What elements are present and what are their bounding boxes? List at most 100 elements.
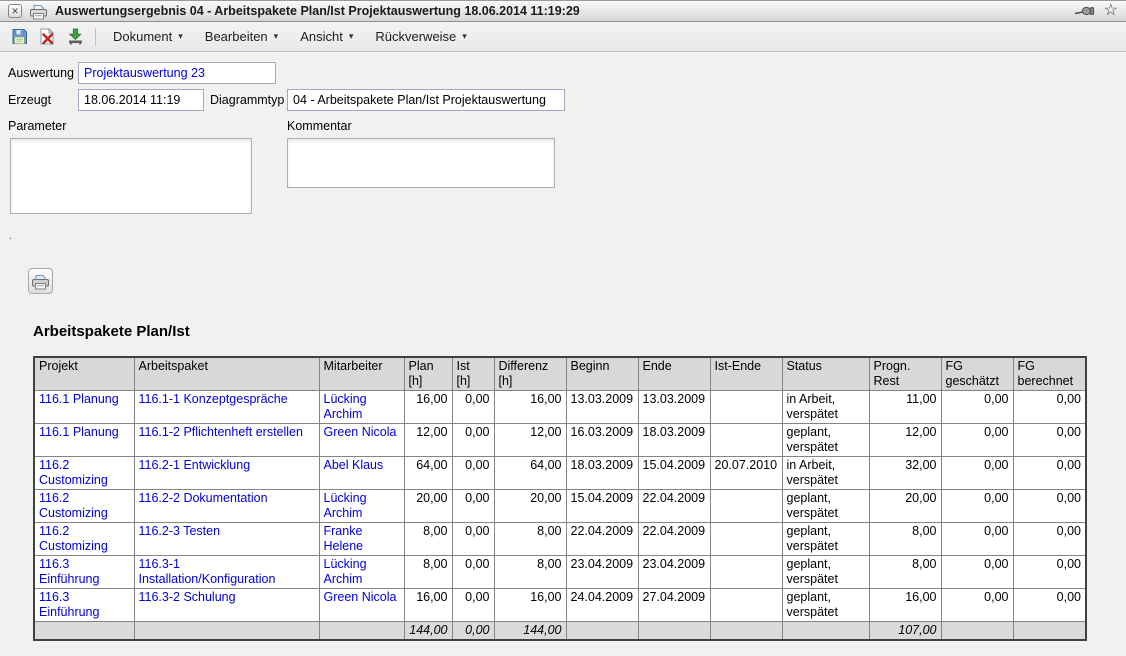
cell-arbeitspaket[interactable]: 116.2-2 Dokumentation <box>133 489 320 523</box>
cell-status: geplant, verspätet <box>781 555 870 589</box>
cell-ist: 0,00 <box>451 555 495 589</box>
cell-ende: 22.04.2009 <box>637 522 711 556</box>
stray-dot: . <box>9 230 13 242</box>
menu-rueckverweise[interactable]: Rückverweise ▾ <box>365 25 476 48</box>
menu-dokument[interactable]: Dokument ▾ <box>103 25 193 48</box>
column-header-plan: Plan [h] <box>403 356 453 391</box>
export-download-icon <box>68 28 82 45</box>
chevron-down-icon: ▾ <box>348 31 354 41</box>
cell-ende: 22.04.2009 <box>637 489 711 523</box>
cell-mitarbeiter[interactable]: Abel Klaus <box>318 456 405 490</box>
column-header-ende: Ende <box>637 356 711 391</box>
cell-fg-berechnet: 0,00 <box>1012 489 1087 523</box>
column-header-arbeitspaket: Arbeitspaket <box>133 356 320 391</box>
cell-ist: 0,00 <box>451 489 495 523</box>
table-header: Projekt Arbeitspaket Mitarbeiter Plan [h… <box>33 356 1087 391</box>
totals-fg-berechnet <box>1012 621 1087 641</box>
printer-icon <box>30 4 47 19</box>
pin-icon[interactable] <box>1074 5 1096 18</box>
cell-arbeitspaket[interactable]: 116.2-3 Testen <box>133 522 320 556</box>
diagrammtyp-field[interactable]: 04 - Arbeitspakete Plan/Ist Projektauswe… <box>287 89 565 111</box>
cell-ist-ende <box>709 489 783 523</box>
cell-mitarbeiter[interactable]: Franke Helene <box>318 522 405 556</box>
cell-arbeitspaket[interactable]: 116.1-1 Konzeptgespräche <box>133 390 320 424</box>
kommentar-label: Kommentar <box>287 119 352 133</box>
cell-projekt[interactable]: 116.1 Planung <box>33 390 135 424</box>
column-header-differenz: Differenz [h] <box>493 356 567 391</box>
cell-arbeitspaket[interactable]: 116.2-1 Entwicklung <box>133 456 320 490</box>
cell-differenz: 12,00 <box>493 423 567 457</box>
column-header-projekt: Projekt <box>33 356 135 391</box>
cell-status: geplant, verspätet <box>781 489 870 523</box>
cell-fg-geschaetzt: 0,00 <box>940 423 1014 457</box>
cell-mitarbeiter[interactable]: Lücking Archim <box>318 489 405 523</box>
report-table: Projekt Arbeitspaket Mitarbeiter Plan [h… <box>33 356 1087 641</box>
totals-progn-rest: 107,00 <box>868 621 942 641</box>
column-header-status: Status <box>781 356 870 391</box>
table-row: 116.3 Einführung 116.3-2 Schulung Green Ni… <box>33 588 1087 622</box>
table-row: 116.2 Customizing 116.2-1 Entwicklung Abel… <box>33 456 1087 490</box>
favorite-star-icon[interactable]: ☆ <box>1103 2 1118 19</box>
cell-fg-berechnet: 0,00 <box>1012 423 1087 457</box>
titlebar-print-button[interactable] <box>29 3 48 20</box>
kommentar-textarea[interactable] <box>287 138 555 188</box>
cell-projekt[interactable]: 116.2 Customizing <box>33 522 135 556</box>
cell-arbeitspaket[interactable]: 116.3-2 Schulung <box>133 588 320 622</box>
cell-projekt[interactable]: 116.2 Customizing <box>33 456 135 490</box>
cell-ist: 0,00 <box>451 456 495 490</box>
table-row: 116.2 Customizing 116.2-3 Testen Franke He… <box>33 522 1087 556</box>
cell-fg-geschaetzt: 0,00 <box>940 555 1014 589</box>
cell-beginn: 22.04.2009 <box>565 522 639 556</box>
chevron-down-icon: ▾ <box>273 31 279 41</box>
cell-arbeitspaket[interactable]: 116.1-2 Pflichtenheft erstellen <box>133 423 320 457</box>
cell-status: in Arbeit, verspätet <box>781 390 870 424</box>
totals-differenz: 144,00 <box>493 621 567 641</box>
cell-projekt[interactable]: 116.1 Planung <box>33 423 135 457</box>
cell-progn-rest: 8,00 <box>868 522 942 556</box>
cell-fg-berechnet: 0,00 <box>1012 390 1087 424</box>
cell-ist: 0,00 <box>451 588 495 622</box>
erzeugt-field[interactable]: 18.06.2014 11:19 <box>78 89 204 111</box>
cell-differenz: 8,00 <box>493 522 567 556</box>
cell-mitarbeiter[interactable]: Green Nicola <box>318 423 405 457</box>
auswertung-field[interactable]: Projektauswertung 23 <box>78 62 276 84</box>
parameter-label: Parameter <box>8 119 67 133</box>
cell-mitarbeiter[interactable]: Green Nicola <box>318 588 405 622</box>
cell-arbeitspaket[interactable]: 116.3-1 Installation/Konfiguration <box>133 555 320 589</box>
cell-ist-ende <box>709 588 783 622</box>
diagrammtyp-label: Diagrammtyp <box>210 93 285 107</box>
close-button[interactable]: ✕ <box>8 4 22 18</box>
export-button[interactable] <box>62 25 88 49</box>
cell-beginn: 16.03.2009 <box>565 423 639 457</box>
save-button[interactable] <box>6 25 32 49</box>
cell-ist: 0,00 <box>451 423 495 457</box>
menu-label: Bearbeiten <box>204 29 268 44</box>
cell-fg-berechnet: 0,00 <box>1012 555 1087 589</box>
delete-document-button[interactable] <box>34 25 60 49</box>
cell-status: geplant, verspätet <box>781 588 870 622</box>
cell-projekt[interactable]: 116.3 Einführung <box>33 555 135 589</box>
cell-status: geplant, verspätet <box>781 522 870 556</box>
menu-label: Rückverweise <box>375 29 457 44</box>
menu-bearbeiten[interactable]: Bearbeiten ▾ <box>195 25 288 48</box>
totals-fg-geschaetzt <box>940 621 1014 641</box>
totals-mitarbeiter <box>318 621 405 641</box>
cell-beginn: 18.03.2009 <box>565 456 639 490</box>
cell-projekt[interactable]: 116.2 Customizing <box>33 489 135 523</box>
cell-mitarbeiter[interactable]: Lücking Archim <box>318 390 405 424</box>
cell-mitarbeiter[interactable]: Lücking Archim <box>318 555 405 589</box>
cell-progn-rest: 12,00 <box>868 423 942 457</box>
print-button[interactable] <box>28 268 53 294</box>
cell-progn-rest: 16,00 <box>868 588 942 622</box>
report-heading: Arbeitspakete Plan/Ist <box>33 323 190 340</box>
totals-row: 144,00 0,00 144,00 107,00 <box>33 621 1087 641</box>
cell-projekt[interactable]: 116.3 Einführung <box>33 588 135 622</box>
cell-plan: 16,00 <box>403 588 453 622</box>
cell-fg-geschaetzt: 0,00 <box>940 588 1014 622</box>
menu-ansicht[interactable]: Ansicht ▾ <box>290 25 363 48</box>
column-header-fg-berechnet: FG berechnet <box>1012 356 1087 391</box>
parameter-textarea[interactable] <box>10 138 252 214</box>
column-header-ist: Ist [h] <box>451 356 495 391</box>
column-header-ist-ende: Ist-Ende <box>709 356 783 391</box>
